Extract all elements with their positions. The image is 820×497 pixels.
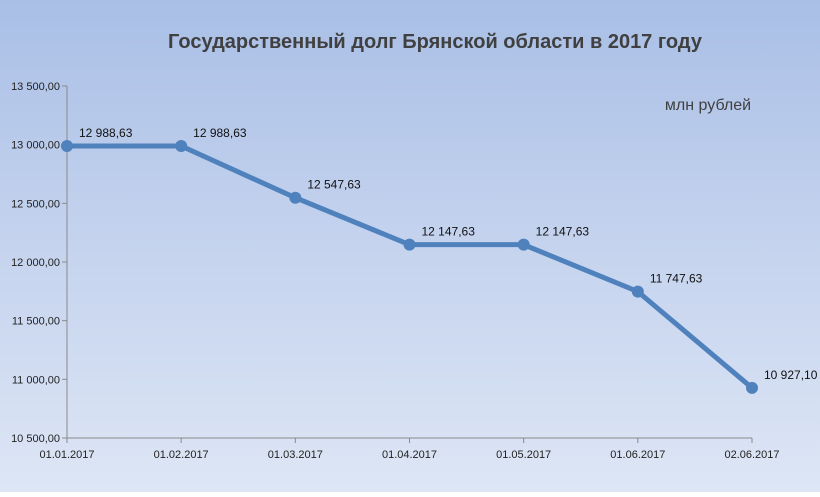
data-label: 12 147,63 [422, 225, 476, 239]
x-tick-label: 01.01.2017 [39, 449, 94, 461]
data-point [175, 140, 188, 153]
y-tick-label: 12 500,00 [11, 198, 60, 210]
data-point [517, 238, 530, 251]
data-point [746, 381, 758, 394]
series-line [64, 143, 755, 391]
y-tick-label: 10 500,00 [11, 433, 60, 445]
y-tick-label: 13 500,00 [11, 81, 60, 93]
data-point [631, 285, 644, 298]
y-tick-label: 11 000,00 [12, 374, 60, 386]
data-label: 12 988,63 [193, 126, 247, 140]
x-tick-label: 01.05.2017 [496, 449, 551, 461]
y-tick-label: 12 000,00 [11, 257, 60, 269]
x-tick-label: 01.04.2017 [382, 449, 437, 461]
data-label: 11 747,63 [650, 272, 703, 286]
data-label: 12 988,63 [79, 126, 133, 140]
data-labels: 12 988,63 12 988,63 12 547,63 12 147,63 12 1… [79, 126, 818, 382]
chart-title: Государственный долг Брянской области в … [168, 31, 703, 53]
x-tick-label: 01.02.2017 [154, 449, 209, 461]
axes: 10 500,00 11 000,00 11 500,00 12 000,00 12 5… [11, 81, 779, 461]
x-tick-label: 01.03.2017 [268, 449, 323, 461]
data-point [403, 238, 416, 251]
units-label: млн рублей [665, 97, 751, 114]
data-point [61, 140, 73, 153]
data-label: 10 927,10 [764, 368, 818, 382]
y-tick-label: 13 000,00 [11, 140, 60, 152]
series [61, 140, 758, 394]
data-label: 12 147,63 [536, 225, 590, 239]
data-label: 12 547,63 [307, 178, 361, 192]
x-tick-label: 01.06.2017 [610, 449, 665, 461]
x-tick-label: 02.06.2017 [724, 449, 779, 461]
data-point [289, 191, 302, 204]
y-tick-label: 11 500,00 [12, 316, 60, 328]
